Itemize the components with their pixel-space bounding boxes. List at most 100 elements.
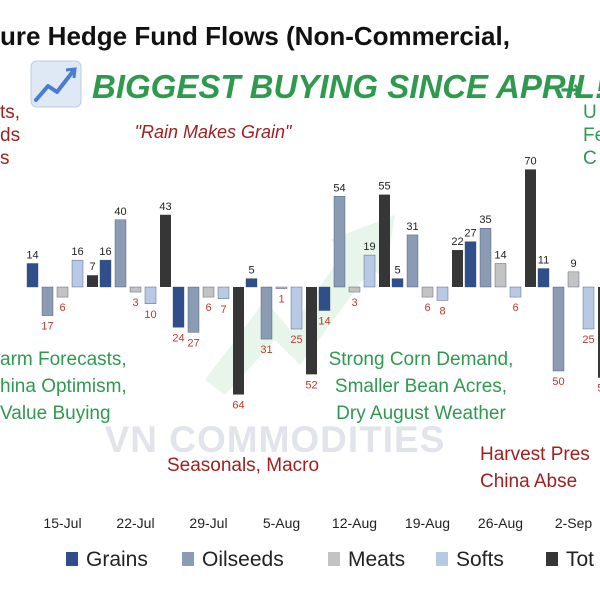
x-tick-label: 2-Sep [555, 515, 593, 531]
bar-softs-19-Aug [436, 286, 449, 301]
bar-total-22-Jul [160, 214, 171, 287]
bar-total-19-Aug [452, 250, 463, 287]
value-label-meats-19-Aug: 6 [424, 302, 430, 314]
x-tick-label: 26-Aug [478, 515, 523, 531]
x-tick-label: 19-Aug [405, 515, 450, 531]
bar-total-15-Jul [87, 275, 98, 287]
value-label-total-26-Aug: 70 [524, 155, 536, 167]
bar-grains-26-Aug [464, 241, 477, 288]
value-label-softs-19-Aug: 8 [439, 305, 445, 317]
bar-grains-12-Aug [318, 286, 331, 311]
annotation-top-left: ts, [0, 102, 20, 123]
legend-swatch-grains [66, 552, 78, 566]
headline: BIGGEST BUYING SINCE APRIL! [92, 68, 600, 105]
legend-label-softs: Softs [456, 548, 504, 571]
value-label-total-29-Jul: 64 [232, 400, 244, 412]
value-label-meats-15-Jul: 6 [59, 302, 65, 314]
legend-swatch-meats [328, 552, 340, 566]
bar-grains-5-Aug [245, 278, 258, 288]
bar-softs-2-Sep [582, 286, 595, 330]
x-tick-label: 15-Jul [43, 515, 81, 531]
bar-oilseeds-26-Aug [479, 227, 492, 288]
value-label-grains-29-Jul: 24 [172, 332, 184, 344]
value-label-meats-29-Jul: 6 [205, 302, 211, 314]
headline-arrow-icon: → [560, 75, 582, 105]
annotation-warm: hina Optimism, [0, 376, 127, 397]
value-label-total-15-Jul: 7 [89, 261, 95, 273]
bar-meats-2-Sep [567, 271, 580, 288]
bars [26, 169, 600, 395]
bar-oilseeds-15-Jul [41, 286, 54, 316]
annotation-warm: arm Forecasts, [0, 349, 127, 370]
annotation-corn: Dry August Weather [336, 403, 506, 424]
bar-oilseeds-19-Aug [406, 234, 419, 288]
value-label-meats-26-Aug: 14 [494, 249, 506, 261]
bar-meats-15-Jul [56, 286, 69, 298]
bar-total-2-Sep [598, 287, 600, 378]
legend-label-oilseeds: Oilseeds [202, 548, 284, 571]
value-label-softs-29-Jul: 7 [220, 304, 226, 316]
annotation-warm: Value Buying [0, 403, 111, 424]
bar-meats-12-Aug [348, 286, 361, 293]
value-label-grains-26-Aug: 27 [464, 228, 476, 240]
bar-total-12-Aug [379, 194, 390, 287]
bar-total-29-Jul [233, 287, 244, 395]
value-label-oilseeds-12-Aug: 54 [333, 182, 345, 194]
value-label-grains-5-Aug: 5 [248, 265, 254, 277]
value-label-grains-12-Aug: 14 [318, 316, 330, 328]
bar-oilseeds-29-Jul [187, 286, 200, 333]
bar-total-26-Aug [525, 169, 536, 287]
chart-title: ure Hedge Fund Flows (Non-Commercial, [0, 21, 510, 51]
bar-meats-5-Aug [275, 286, 288, 289]
x-tick-label: 29-Jul [189, 515, 227, 531]
bar-oilseeds-2-Sep [552, 286, 565, 372]
value-label-total-2-Sep: 54 [597, 383, 600, 395]
value-label-total-22-Jul: 43 [159, 201, 171, 213]
bar-softs-15-Jul [71, 259, 84, 288]
x-tick-label: 22-Jul [116, 515, 154, 531]
background-arrow-graphic [205, 215, 395, 395]
bar-softs-5-Aug [290, 286, 303, 330]
bar-grains-2-Sep [537, 268, 550, 288]
bar-grains-15-Jul [26, 263, 39, 288]
value-label-total-12-Aug: 55 [378, 181, 390, 193]
value-label-meats-5-Aug: 1 [278, 294, 284, 306]
x-tick-label: 12-Aug [332, 515, 377, 531]
bar-meats-19-Aug [421, 286, 434, 298]
trend-chart-icon [30, 60, 82, 108]
watermark: VN COMMODITIES [105, 419, 446, 460]
value-label-oilseeds-19-Aug: 31 [406, 221, 418, 233]
bar-grains-29-Jul [172, 286, 185, 328]
bar-softs-22-Jul [144, 286, 157, 304]
annotation-harvest: China Abse [480, 471, 577, 492]
value-label-softs-26-Aug: 6 [512, 302, 518, 314]
bar-meats-26-Aug [494, 263, 507, 288]
annotation-seasonals: Seasonals, Macro [167, 455, 319, 476]
bar-softs-12-Aug [363, 254, 376, 288]
value-label-total-19-Aug: 22 [451, 236, 463, 248]
value-label-oilseeds-29-Jul: 27 [187, 337, 199, 349]
annotation-rain: "Rain Makes Grain" [135, 122, 293, 142]
x-axis: 15-Jul 22-Jul 29-Jul 5-Aug 12-Aug 19-Aug 26-Au… [43, 515, 592, 531]
annotation-top-left: s [0, 148, 10, 169]
legend-swatch-oilseeds [182, 552, 194, 566]
value-label-total-5-Aug: 52 [305, 379, 317, 391]
value-label-softs-5-Aug: 25 [290, 334, 302, 346]
annotation-top-right: Fe [583, 125, 600, 146]
legend-label-grains: Grains [86, 548, 148, 571]
legend-label-meats: Meats [348, 548, 405, 571]
annotation-corn: Smaller Bean Acres, [335, 376, 507, 397]
value-label-softs-12-Aug: 19 [363, 241, 375, 253]
bar-oilseeds-22-Jul [114, 219, 127, 288]
annotation-corn: Strong Corn Demand, [329, 349, 514, 370]
bar-oilseeds-5-Aug [260, 286, 273, 340]
value-label-oilseeds-22-Jul: 40 [114, 206, 126, 218]
value-label-softs-22-Jul: 10 [144, 309, 156, 321]
bar-oilseeds-12-Aug [333, 196, 346, 288]
value-label-meats-22-Jul: 3 [132, 297, 138, 309]
annotation-harvest: Harvest Pres [480, 444, 590, 465]
bar-softs-29-Jul [217, 286, 230, 299]
value-label-meats-2-Sep: 9 [570, 258, 576, 270]
